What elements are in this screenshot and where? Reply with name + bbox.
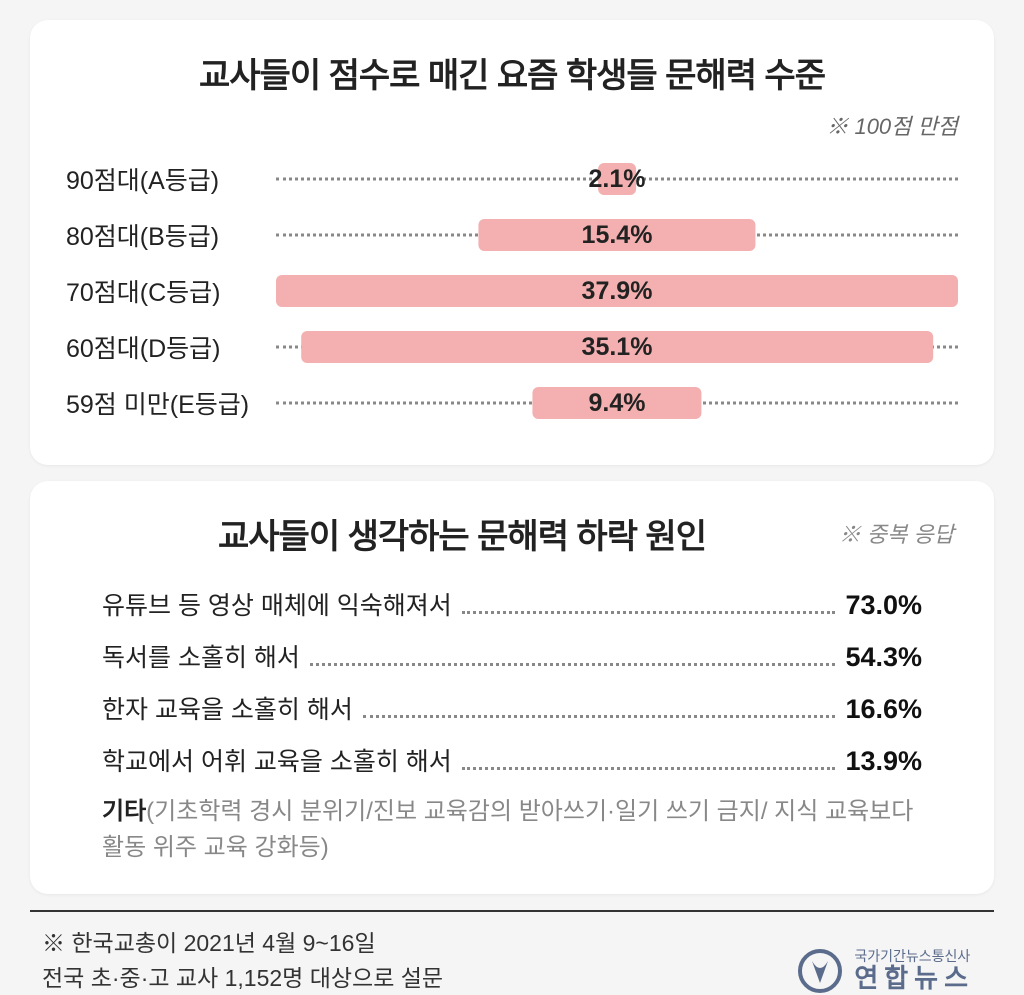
cause-dotted-line: [363, 715, 836, 718]
yonhap-logo-icon: [796, 947, 844, 995]
yonhap-logo: 국가기간뉴스통신사 연합뉴스: [796, 947, 974, 995]
cause-value: 13.9%: [845, 746, 922, 777]
bar-fill: 2.1%: [598, 163, 636, 195]
cause-row: 한자 교육을 소홀히 해서 16.6%: [102, 690, 922, 726]
cause-other-bold: 기타: [102, 798, 146, 825]
bar-row: 59점 미만(E등급) 9.4%: [66, 381, 958, 425]
cause-dotted-line: [310, 663, 836, 666]
bar-row: 60점대(D등급) 35.1%: [66, 325, 958, 369]
bar-value: 2.1%: [589, 165, 646, 194]
cause-label: 한자 교육을 소홀히 해서: [102, 690, 353, 726]
footer-line2: 전국 초·중·고 교사 1,152명 대상으로 설문: [42, 961, 443, 995]
cause-dotted-line: [462, 767, 836, 770]
cause-value: 16.6%: [845, 694, 922, 725]
bar-label: 70점대(C등급): [66, 273, 276, 309]
bar-label: 60점대(D등급): [66, 329, 276, 365]
bar-track: 9.4%: [276, 383, 958, 423]
cause-row: 유튜브 등 영상 매체에 익숙해져서 73.0%: [102, 586, 922, 622]
bar-value: 37.9%: [582, 277, 653, 306]
bar-row: 90점대(A등급) 2.1%: [66, 157, 958, 201]
cause-other-detail: (기초학력 경시 분위기/진보 교육감의 받아쓰기·일기 쓰기 금지/ 지식 교…: [102, 798, 913, 861]
panel-literacy-scores: 교사들이 점수로 매긴 요즘 학생들 문해력 수준 ※ 100점 만점 90점대…: [30, 20, 994, 465]
bar-label: 90점대(A등급): [66, 161, 276, 197]
logo-title: 연합뉴스: [854, 964, 974, 993]
bar-fill: 35.1%: [301, 331, 933, 363]
bar-track: 37.9%: [276, 271, 958, 311]
bar-chart: 90점대(A등급) 2.1% 80점대(B등급) 15.4% 70점대(C등급) 37.9…: [66, 157, 958, 425]
bar-label: 80점대(B등급): [66, 217, 276, 253]
cause-label: 유튜브 등 영상 매체에 익숙해져서: [102, 586, 452, 622]
cause-row: 독서를 소홀히 해서 54.3%: [102, 638, 922, 674]
logo-subtitle: 국가기간뉴스통신사: [854, 949, 970, 964]
panel2-note: ※ 중복 응답: [839, 517, 954, 549]
bar-fill: 15.4%: [478, 219, 755, 251]
cause-value: 73.0%: [845, 590, 922, 621]
bar-fill: 9.4%: [532, 387, 701, 419]
footer-line1: ※ 한국교총이 2021년 4월 9~16일: [42, 926, 443, 961]
footer-source: ※ 한국교총이 2021년 4월 9~16일 전국 초·중·고 교사 1,152…: [42, 926, 443, 995]
bar-value: 35.1%: [582, 333, 653, 362]
bar-row: 70점대(C등급) 37.9%: [66, 269, 958, 313]
bar-value: 15.4%: [582, 221, 653, 250]
cause-other: 기타(기초학력 경시 분위기/진보 교육감의 받아쓰기·일기 쓰기 금지/ 지식…: [102, 794, 922, 866]
bar-track: 15.4%: [276, 215, 958, 255]
bar-track: 2.1%: [276, 159, 958, 199]
cause-row: 학교에서 어휘 교육을 소홀히 해서 13.9%: [102, 742, 922, 778]
yonhap-logo-text: 국가기간뉴스통신사 연합뉴스: [854, 949, 974, 993]
bar-row: 80점대(B등급) 15.4%: [66, 213, 958, 257]
cause-value: 54.3%: [845, 642, 922, 673]
cause-list: 유튜브 등 영상 매체에 익숙해져서 73.0% 독서를 소홀히 해서 54.3% 한자…: [66, 586, 958, 866]
bar-label: 59점 미만(E등급): [66, 385, 276, 421]
cause-dotted-line: [462, 611, 836, 614]
panel-causes: 교사들이 생각하는 문해력 하락 원인 ※ 중복 응답 유튜브 등 영상 매체에…: [30, 481, 994, 894]
cause-label: 독서를 소홀히 해서: [102, 638, 300, 674]
panel1-title: 교사들이 점수로 매긴 요즘 학생들 문해력 수준: [66, 48, 958, 97]
bar-fill: 37.9%: [276, 275, 958, 307]
panel1-note: ※ 100점 만점: [66, 109, 958, 141]
panel2-title: 교사들이 생각하는 문해력 하락 원인: [66, 509, 958, 558]
bar-value: 9.4%: [589, 389, 646, 418]
cause-label: 학교에서 어휘 교육을 소홀히 해서: [102, 742, 452, 778]
bar-track: 35.1%: [276, 327, 958, 367]
